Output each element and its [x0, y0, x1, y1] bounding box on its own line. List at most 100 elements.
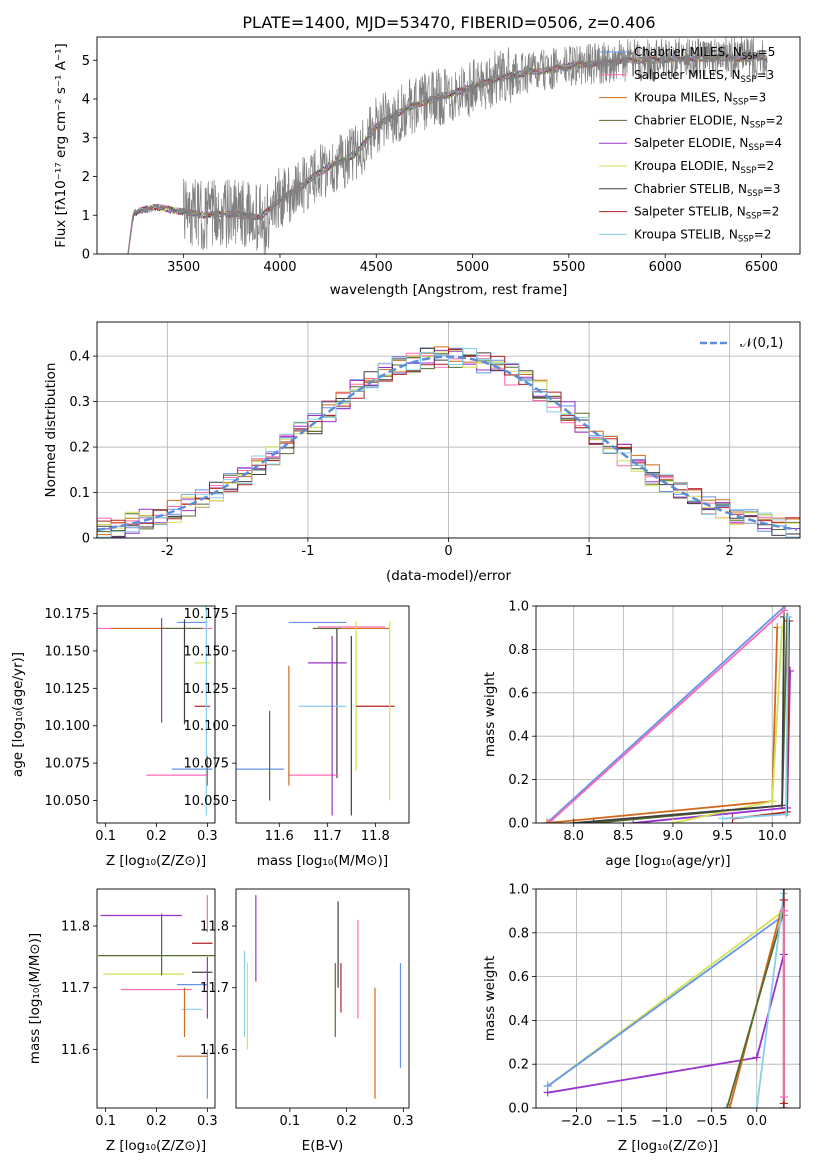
y-tick-label: 10.050: [45, 794, 91, 809]
x-tick-label: 0.3: [393, 1114, 414, 1129]
weight-age-line: [546, 606, 786, 823]
y-axis-label: mass [log₁₀(M/M⊙)]: [27, 933, 43, 1064]
weight-age-marker: +: [541, 816, 552, 831]
y-tick-label: 3: [82, 131, 90, 146]
model-spectrum: [127, 53, 768, 254]
x-axis-label: Z [log₁₀(Z/Z⊙)]: [106, 1138, 206, 1154]
x-tick-label: 4000: [263, 260, 296, 275]
panel-age_vs_Z: 0.1 0.2 0.3 10.050 10.075 10.100 10.125 10.150 1…: [10, 605, 218, 869]
plot-area: +++++++++++++++++++: [542, 882, 789, 1116]
model-spectrum: [127, 53, 768, 254]
weight-age-marker: +: [568, 816, 579, 831]
x-tick-label: 0: [444, 544, 452, 559]
weight-age-marker: +: [777, 621, 788, 636]
legend-entry: Kroupa STELIB, NSSP=2: [634, 227, 772, 244]
axes-frame: [535, 605, 801, 824]
y-tick-label: 10.175: [45, 607, 91, 622]
weight-age-marker: +: [772, 621, 783, 636]
plot-area: [98, 895, 215, 1099]
spectrum-legend: Chabrier MILES, NSSP=5 Salpeter MILES, NS…: [599, 45, 783, 244]
x-axis-label: E(B-V): [302, 1138, 344, 1154]
weight-z-marker: +: [778, 882, 789, 897]
x-tick-label: 5000: [456, 260, 489, 275]
weight-z-line: [726, 910, 785, 1108]
panel-spectrum: 3500 4000 4500 5000 5500 6000 6500 0 1 2 3 4 5 wavele…: [53, 36, 801, 298]
weight-age-marker: +: [782, 610, 793, 625]
weight-age-marker: +: [784, 614, 795, 629]
y-axis-label: Flux [fλ10⁻¹⁷ erg cm⁻² s⁻¹ A⁻¹]: [53, 43, 69, 248]
y-tick-label: 10.175: [184, 607, 230, 622]
y-tick-label: 11.6: [200, 1043, 229, 1058]
weight-z-marker: +: [542, 1079, 553, 1094]
x-tick-label: 8.5: [613, 829, 634, 844]
y-tick-label: 1.0: [508, 600, 529, 615]
observed-spectrum: [127, 37, 768, 254]
model-spectrum: [127, 52, 768, 254]
x-tick-label: 9.0: [663, 829, 684, 844]
weight-age-marker: +: [543, 816, 554, 831]
legend-entry: Salpeter ELODIE, NSSP=4: [634, 136, 782, 153]
y-axis-label: age [log₁₀(age/yr)]: [10, 652, 26, 777]
x-axis-label: Z [log₁₀(Z/Z⊙)]: [618, 1138, 718, 1154]
x-axis-label: wavelength [Angstrom, rest frame]: [330, 282, 568, 298]
x-tick-label: 6000: [649, 260, 682, 275]
x-tick-label: −2.0: [561, 1114, 593, 1129]
x-tick-label: 0.1: [95, 829, 116, 844]
x-axis-label: Z [log₁₀(Z/Z⊙)]: [106, 853, 206, 869]
weight-age-marker: +: [785, 664, 796, 679]
weight-age-line: [722, 616, 789, 820]
axes-frame: [535, 888, 801, 1109]
y-tick-label: 1.0: [508, 883, 529, 898]
legend-entry: Chabrier MILES, NSSP=5: [634, 45, 775, 62]
y-tick-label: 10.125: [184, 682, 230, 697]
y-tick-label: 0.3: [69, 395, 90, 410]
panel-weight_vs_age: ++++++++++++++++++++ +++ ++8.0 8.5 9.0 9.5 10.…: [482, 599, 801, 869]
x-tick-label: 8.0: [563, 829, 584, 844]
plot-area: [243, 895, 402, 1099]
weight-age-marker: +: [588, 816, 599, 831]
weight-age-marker: +: [541, 816, 552, 831]
y-tick-label: 10.150: [184, 644, 230, 659]
weight-z-marker: +: [722, 1101, 733, 1116]
weight-z-line: [547, 914, 785, 1087]
x-tick-label: 0.2: [146, 829, 167, 844]
axes-frame: [235, 605, 410, 824]
weight-z-marker: +: [542, 1079, 553, 1094]
y-tick-label: 0.2: [508, 773, 529, 788]
x-tick-label: 5500: [552, 260, 585, 275]
weight-z-marker: +: [778, 1090, 789, 1105]
y-tick-label: 0.4: [508, 1014, 529, 1029]
y-tick-label: 2: [82, 170, 90, 185]
x-tick-label: -1: [301, 544, 314, 559]
model-spectrum: [127, 52, 768, 254]
model-spectrum: [127, 53, 768, 254]
panels: 3500 4000 4500 5000 5500 6000 6500 0 1 2 3 4 5 wavele…: [10, 36, 801, 1154]
y-tick-label: 0.2: [69, 441, 90, 456]
y-tick-label: 0.8: [508, 926, 529, 941]
y-tick-label: 0.8: [508, 643, 529, 658]
model-spectrum: [127, 53, 768, 254]
x-tick-label: 3500: [167, 260, 200, 275]
x-tick-label: 0.3: [197, 829, 218, 844]
gaussian-curve: [97, 355, 798, 532]
y-tick-label: 1: [82, 209, 90, 224]
weight-age-line: [593, 616, 788, 823]
y-tick-label: 0.4: [69, 350, 90, 365]
model-spectrum: [127, 53, 768, 252]
gaussian-legend-label: 𝒩(0,1): [740, 336, 783, 351]
axes-frame: [96, 36, 801, 255]
x-axis-label: mass [log₁₀(M/M⊙)]: [257, 853, 388, 869]
y-axis-label: Normed distribution: [43, 363, 59, 498]
y-tick-label: 10.050: [184, 794, 230, 809]
residual-histogram: [97, 348, 800, 538]
weight-z-line: [547, 954, 785, 1094]
weight-z-line: [755, 893, 785, 1108]
x-tick-label: 11.6: [265, 829, 294, 844]
x-tick-label: 9.5: [712, 829, 733, 844]
weight-age-marker: +: [779, 610, 790, 625]
axes-frame: [235, 888, 410, 1109]
axes-frame: [96, 605, 216, 824]
weight-age-marker: +: [780, 599, 791, 614]
weight-z-marker: +: [778, 893, 789, 908]
